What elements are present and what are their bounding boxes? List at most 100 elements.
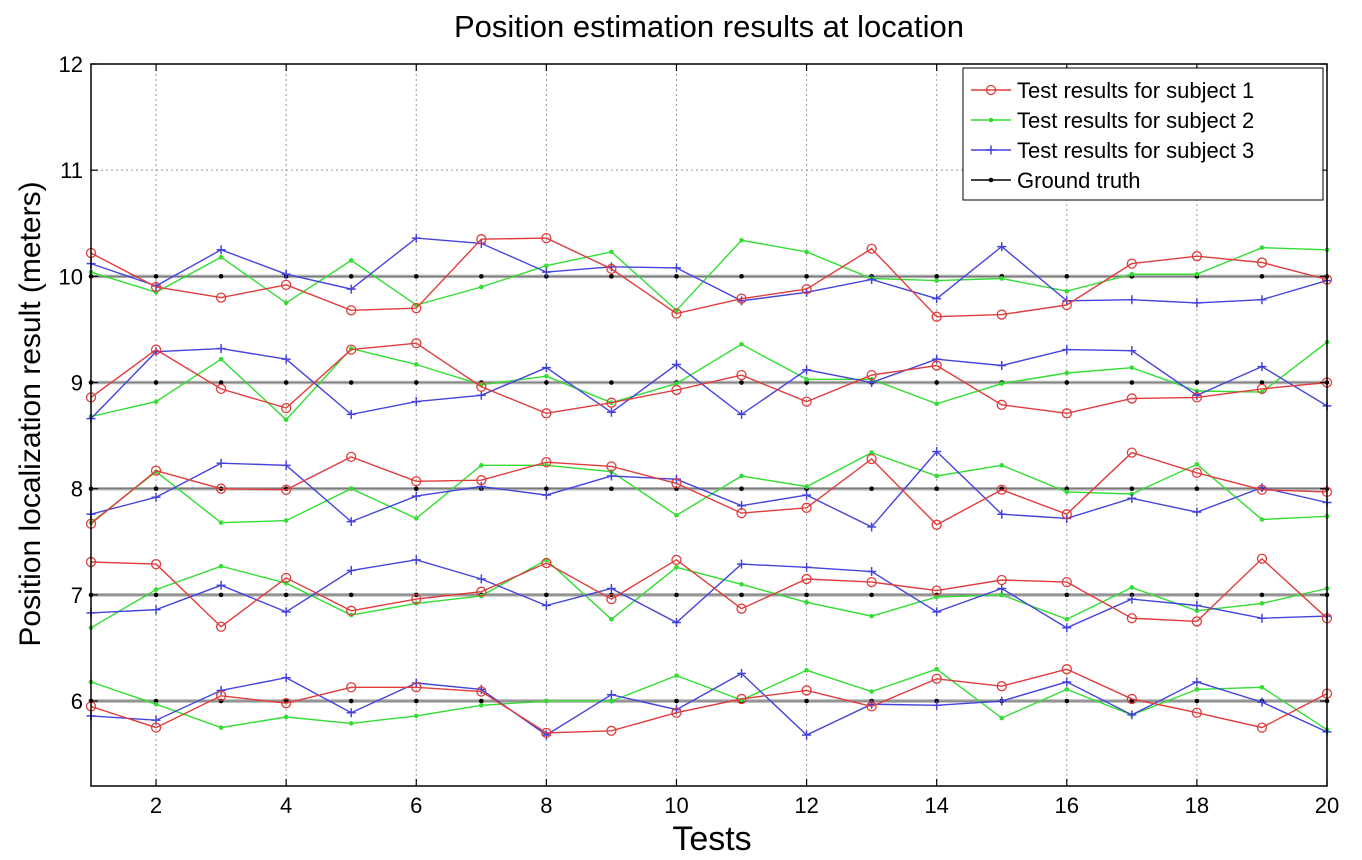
data-point bbox=[609, 249, 614, 255]
data-point bbox=[218, 563, 224, 569]
data-point bbox=[674, 698, 679, 704]
x-axis-ticks: 2 4 6 8 10 12 14 16 18 20 bbox=[150, 64, 1339, 818]
data-point bbox=[1064, 687, 1070, 692]
series-line bbox=[90, 668, 1328, 734]
data-point bbox=[1257, 613, 1267, 623]
plot-series bbox=[85, 232, 1333, 740]
data-point bbox=[1194, 698, 1200, 704]
data-point bbox=[1061, 576, 1072, 588]
data-point bbox=[346, 682, 357, 693]
data-point bbox=[348, 380, 354, 385]
data-point bbox=[281, 484, 292, 495]
data-point bbox=[671, 478, 682, 489]
data-point bbox=[932, 700, 942, 710]
data-point bbox=[1127, 493, 1137, 503]
y-axis-label: Position localization result (meters) bbox=[14, 181, 47, 646]
data-point bbox=[216, 344, 226, 354]
data-point bbox=[1259, 684, 1265, 690]
data-point bbox=[544, 486, 549, 492]
data-point bbox=[869, 689, 874, 694]
legend: Test results for subject 1 Test results f… bbox=[962, 67, 1324, 201]
data-point bbox=[476, 686, 487, 697]
data-point bbox=[1257, 362, 1267, 372]
data-point bbox=[1256, 484, 1268, 495]
series-line bbox=[90, 557, 1328, 628]
data-point bbox=[934, 274, 939, 279]
x-tick-label: 2 bbox=[150, 793, 162, 818]
data-point bbox=[348, 258, 354, 263]
data-point bbox=[281, 572, 292, 584]
data-point bbox=[739, 342, 744, 347]
data-point bbox=[150, 558, 162, 570]
data-point bbox=[411, 338, 422, 349]
data-point bbox=[413, 380, 419, 385]
data-point bbox=[606, 397, 617, 408]
data-point bbox=[997, 509, 1007, 519]
data-point bbox=[413, 486, 419, 492]
data-point bbox=[1191, 251, 1203, 262]
data-point bbox=[737, 668, 747, 678]
data-point bbox=[1194, 608, 1200, 614]
data-point bbox=[999, 592, 1005, 598]
data-point bbox=[999, 276, 1005, 281]
data-point bbox=[801, 573, 812, 585]
data-point bbox=[1129, 365, 1135, 370]
data-point bbox=[283, 380, 289, 385]
data-point bbox=[541, 267, 551, 277]
data-point bbox=[934, 473, 939, 479]
legend-label: Test results for subject 2 bbox=[1017, 108, 1254, 133]
data-point bbox=[606, 263, 617, 275]
data-point bbox=[1064, 380, 1070, 385]
data-point bbox=[867, 275, 877, 285]
data-point bbox=[1064, 698, 1070, 704]
data-point bbox=[931, 360, 942, 371]
data-point bbox=[931, 519, 942, 530]
data-point bbox=[866, 576, 877, 588]
data-point bbox=[218, 274, 224, 279]
data-point bbox=[1061, 299, 1072, 311]
data-point bbox=[996, 399, 1007, 410]
series-test-results-for-subject-1 bbox=[85, 232, 1333, 739]
data-point bbox=[931, 311, 942, 322]
data-point bbox=[736, 293, 747, 304]
data-point bbox=[1062, 623, 1072, 633]
data-point bbox=[150, 344, 162, 355]
data-point bbox=[283, 417, 289, 422]
data-point bbox=[671, 384, 682, 396]
x-tick-label: 6 bbox=[410, 793, 422, 818]
data-point bbox=[1192, 507, 1202, 517]
data-point bbox=[606, 407, 616, 417]
data-point bbox=[804, 600, 809, 605]
data-point bbox=[1259, 601, 1265, 606]
series-line bbox=[90, 239, 1328, 312]
data-point bbox=[931, 673, 942, 684]
series-line bbox=[90, 451, 1328, 524]
data-point bbox=[1127, 710, 1137, 720]
data-point bbox=[804, 274, 809, 279]
data-point bbox=[801, 685, 812, 696]
data-point bbox=[804, 380, 809, 385]
data-point bbox=[541, 408, 552, 419]
data-point bbox=[1129, 486, 1135, 492]
data-point bbox=[869, 486, 874, 492]
data-point bbox=[413, 362, 419, 367]
data-point bbox=[216, 685, 226, 695]
data-point bbox=[671, 263, 681, 273]
data-point bbox=[671, 617, 681, 627]
data-point bbox=[869, 592, 874, 598]
legend-label: Test results for subject 3 bbox=[1017, 138, 1254, 163]
data-point bbox=[215, 383, 227, 395]
data-point bbox=[346, 409, 356, 419]
data-point bbox=[934, 380, 939, 385]
data-point bbox=[1194, 380, 1200, 385]
data-point bbox=[151, 605, 161, 615]
data-point bbox=[1129, 380, 1135, 385]
data-point bbox=[281, 673, 291, 683]
data-point bbox=[736, 693, 747, 705]
data-point bbox=[609, 380, 614, 385]
series-line bbox=[90, 559, 1328, 629]
data-point bbox=[801, 502, 812, 513]
y-axis-ticks: 6 7 8 9 10 11 12 bbox=[59, 52, 1327, 714]
data-point bbox=[411, 397, 421, 407]
series-line bbox=[90, 558, 1328, 629]
